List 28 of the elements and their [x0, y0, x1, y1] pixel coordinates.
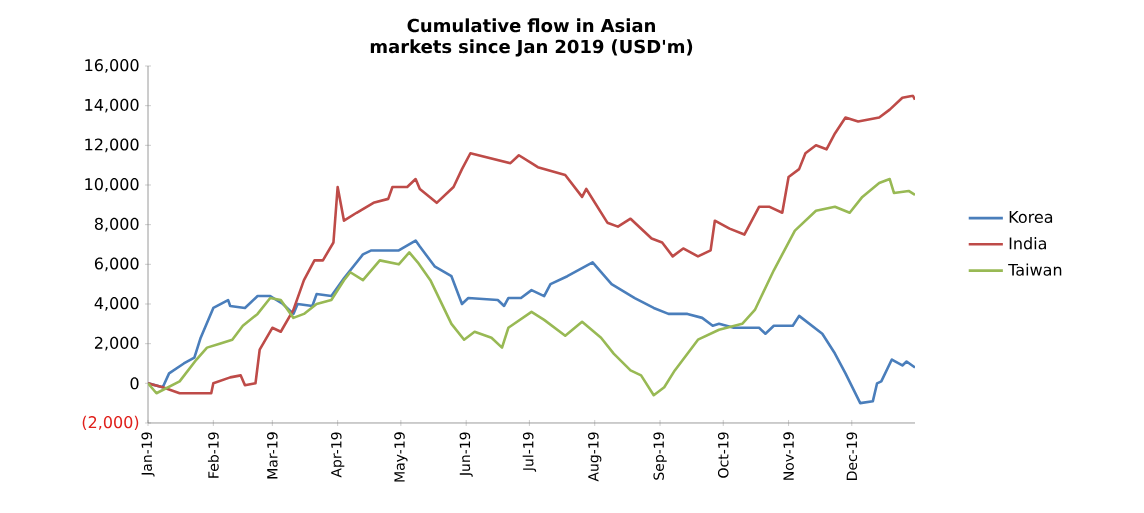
- y-tick-label: 16,000: [85, 59, 139, 73]
- x-tick-label: Sep-19: [653, 432, 667, 480]
- y-tick-label: 0: [130, 377, 139, 390]
- x-tick-label: Jan-19: [141, 432, 155, 477]
- x-tick-label: Jul-19: [522, 432, 537, 472]
- line-series: [148, 94, 916, 395]
- x-tick-label: Nov-19: [783, 432, 794, 480]
- x-tick-label: Mar-19: [267, 432, 278, 479]
- x-tick-label: Jun-19: [459, 432, 473, 477]
- x-tick-label: Oct-19: [717, 432, 729, 478]
- x-tick-label: May-19: [394, 432, 408, 482]
- y-tick-label: 14,000: [85, 98, 139, 113]
- chart-title: Cumulative flow in Asian markets since Jan 2019 (USD'm): [370, 18, 693, 57]
- y-tick-label: 10,000: [85, 178, 139, 192]
- y-tick-label: 6,000: [94, 257, 139, 272]
- y-tick-label: 12,000: [85, 138, 139, 153]
- legend-label: Korea: [1009, 211, 1053, 224]
- x-tick-label: Dec-19: [846, 432, 858, 480]
- legend-label: India: [1009, 237, 1046, 250]
- y-tick-label: 2,000: [94, 336, 139, 351]
- y-tick-label: 4,000: [94, 297, 139, 311]
- x-tick-label: Apr-19: [331, 432, 345, 478]
- x-tick-label: Feb-19: [207, 432, 219, 478]
- legend-label: Taiwan: [1008, 263, 1062, 276]
- y-tick-label: (2,000): [82, 415, 139, 431]
- x-tick-label: Aug-19: [588, 432, 602, 482]
- line-series: [148, 177, 916, 397]
- y-tick-label: 8,000: [94, 217, 139, 232]
